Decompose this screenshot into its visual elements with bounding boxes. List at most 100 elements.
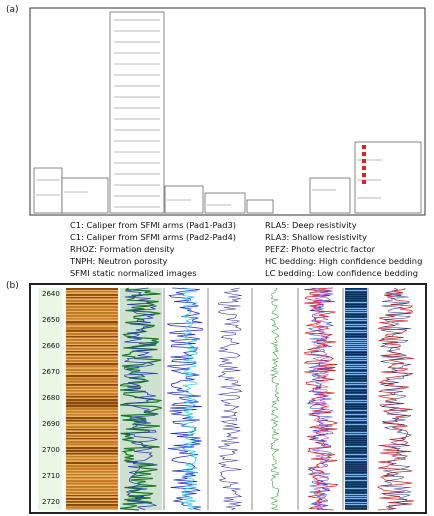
image-stripe [345, 504, 367, 505]
image-stripe [66, 288, 118, 290]
image-stripe [345, 456, 367, 457]
image-stripe [345, 394, 367, 395]
log-curve [380, 287, 412, 511]
image-stripe [66, 330, 118, 332]
image-stripe [66, 321, 118, 324]
image-stripe [345, 494, 367, 495]
image-stripe [345, 336, 367, 337]
image-stripe [66, 300, 118, 303]
image-stripe [345, 348, 367, 349]
image-stripe [345, 302, 367, 303]
image-stripe [345, 328, 367, 329]
image-stripe [345, 482, 367, 483]
depth-label: 2660 [42, 342, 60, 350]
image-stripe [66, 405, 118, 408]
legend-item: RLA3: Shallow resistivity [265, 232, 367, 242]
image-stripe [345, 384, 367, 385]
image-stripe [345, 334, 367, 335]
image-stripe [66, 345, 118, 347]
image-stripe [345, 358, 367, 359]
log-curve [124, 287, 158, 511]
image-stripe [345, 388, 367, 389]
image-stripe [66, 318, 118, 320]
image-stripe [345, 426, 367, 427]
image-stripe [345, 360, 367, 361]
image-stripe [345, 312, 367, 313]
image-stripe [66, 315, 118, 318]
image-stripe [345, 506, 367, 507]
image-stripe [66, 492, 118, 494]
image-stripe [345, 410, 367, 411]
log-curve [217, 287, 243, 511]
color-key [362, 159, 366, 163]
image-stripe [66, 306, 118, 309]
image-stripe [345, 468, 367, 469]
image-stripe [66, 375, 118, 378]
image-stripe [345, 428, 367, 429]
image-stripe [345, 450, 367, 451]
image-stripe [345, 476, 367, 477]
image-stripe [66, 324, 118, 326]
image-stripe [66, 429, 118, 431]
image-stripe [66, 339, 118, 341]
image-stripe [345, 346, 367, 347]
image-stripe [345, 400, 367, 401]
image-stripe [345, 356, 367, 357]
image-stripe [345, 344, 367, 345]
image-stripe [66, 435, 118, 438]
image-stripe [66, 468, 118, 470]
depth-label: 2690 [42, 420, 60, 428]
log-curve [270, 287, 280, 511]
image-stripe [66, 363, 118, 366]
image-stripe [345, 368, 367, 369]
image-stripe [345, 454, 367, 455]
image-stripe [345, 332, 367, 333]
image-stripe [345, 374, 367, 375]
legend-item: C1: Caliper from SFMI arms (Pad2-Pad4) [70, 232, 236, 242]
image-stripe [66, 465, 118, 468]
image-stripe [66, 387, 118, 389]
image-stripe [345, 306, 367, 307]
image-stripe [345, 474, 367, 475]
image-stripe [66, 495, 118, 497]
image-stripe [345, 470, 367, 471]
image-stripe [345, 296, 367, 297]
image-stripe [66, 327, 118, 330]
image-stripe [345, 342, 367, 343]
image-stripe [66, 450, 118, 453]
image-stripe [345, 318, 367, 319]
image-stripe [66, 381, 118, 383]
legend-item: SFMI static normalized images [70, 268, 197, 278]
image-stripe [345, 402, 367, 403]
panel-label: (a) [6, 5, 19, 15]
panel-label: (b) [6, 281, 19, 291]
image-stripe [66, 417, 118, 420]
image-stripe [345, 480, 367, 481]
image-stripe [345, 314, 367, 315]
image-stripe [345, 380, 367, 381]
image-stripe [345, 484, 367, 485]
image-stripe [345, 324, 367, 325]
image-stripe [66, 312, 118, 315]
image-stripe [66, 354, 118, 356]
image-stripe [345, 466, 367, 467]
image-stripe [66, 420, 118, 422]
image-stripe [345, 420, 367, 421]
image-stripe [66, 447, 118, 450]
log-curve [167, 287, 203, 511]
image-stripe [66, 366, 118, 368]
image-stripe [345, 320, 367, 321]
image-stripe [66, 342, 118, 345]
image-stripe [345, 422, 367, 423]
depth-label: 2670 [42, 368, 60, 376]
image-stripe [345, 490, 367, 491]
image-stripe [345, 430, 367, 431]
image-stripe [345, 304, 367, 305]
image-stripe [66, 396, 118, 398]
image-stripe [345, 396, 367, 397]
image-stripe [345, 416, 367, 417]
image-stripe [345, 290, 367, 291]
image-stripe [66, 483, 118, 485]
image-stripe [345, 472, 367, 473]
image-stripe [345, 502, 367, 503]
